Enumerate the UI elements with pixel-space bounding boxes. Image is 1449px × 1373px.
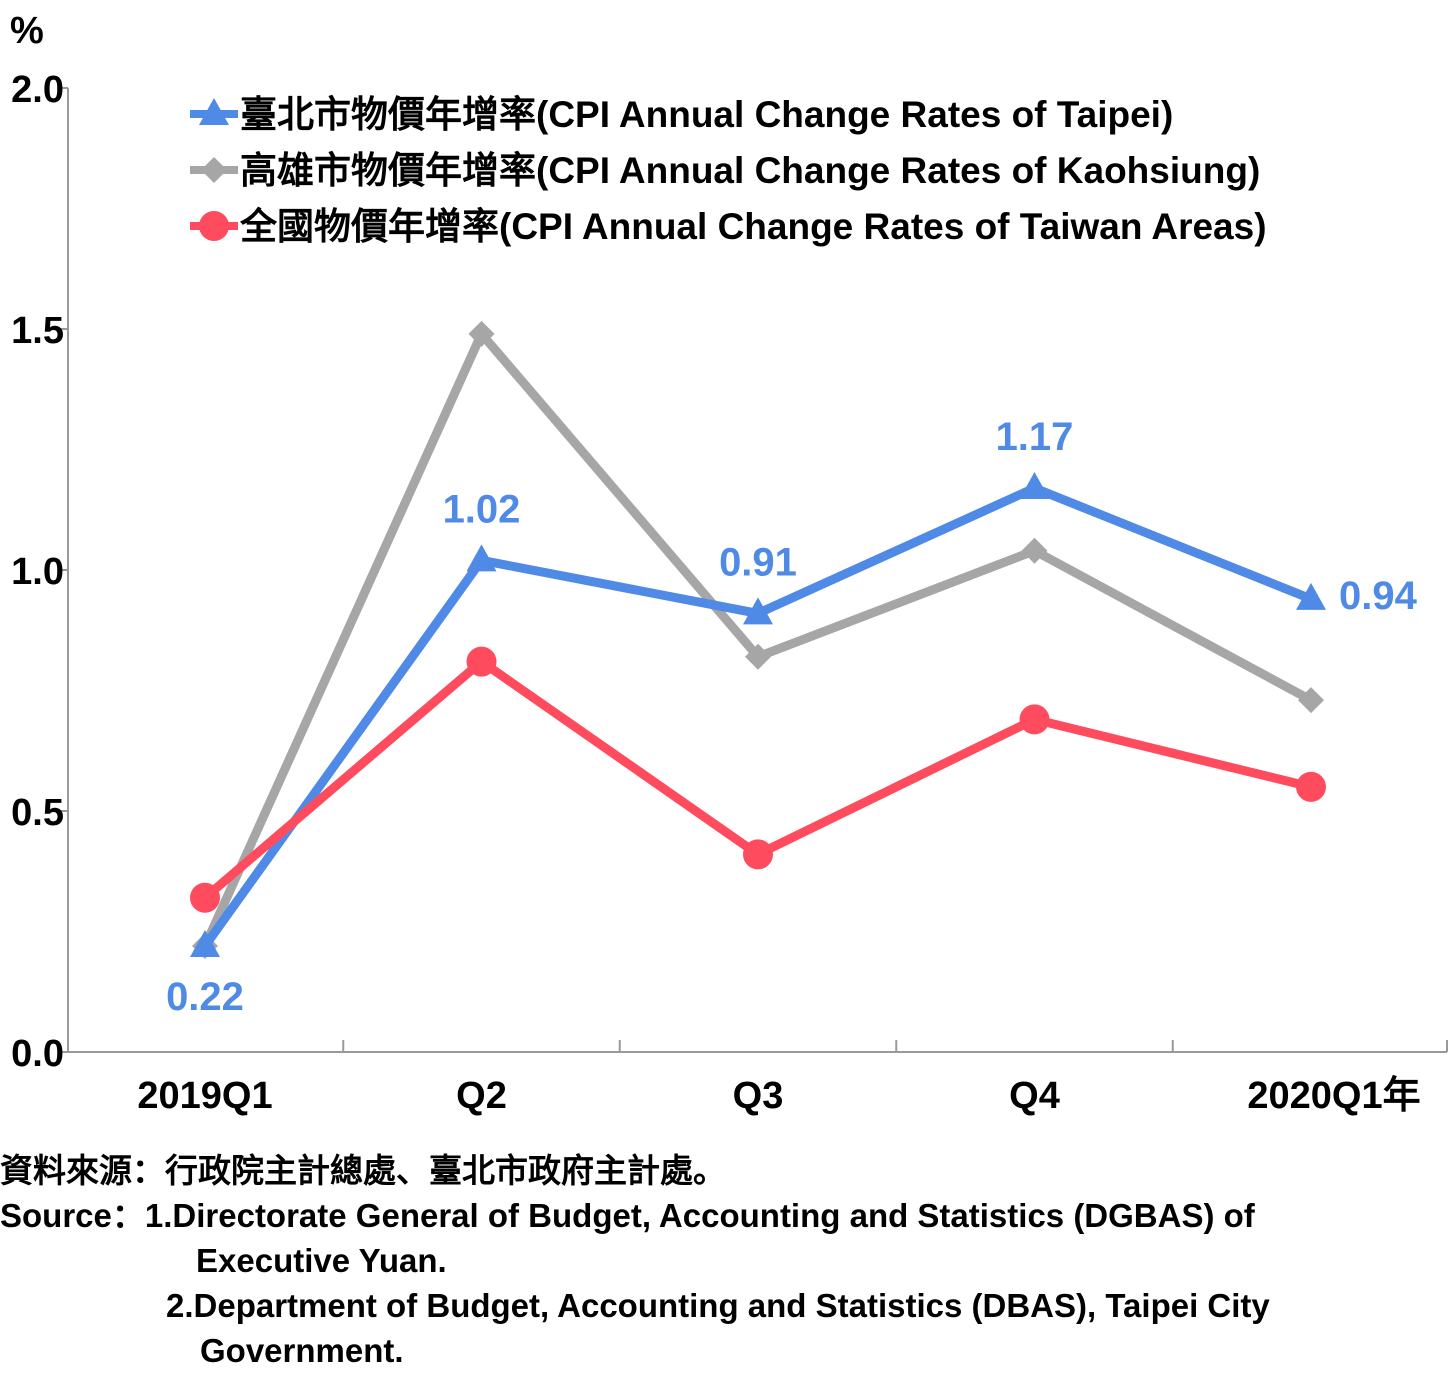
data-point [190, 882, 220, 913]
y-unit-label: % [10, 10, 44, 52]
source-item-1: 1.Directorate General of Budget, Account… [144, 1197, 1255, 1234]
legend-swatch-marker [199, 98, 229, 125]
legend-swatch-marker [199, 211, 229, 241]
source-label: Source： [0, 1197, 145, 1234]
series-kaohsiung [192, 320, 1324, 959]
y-tick-label: 0.0 [11, 1033, 64, 1075]
series-layer [190, 320, 1326, 959]
cpi-line-chart: % 0.0 0.5 1.0 1.5 2.0 2019Q1 Q2 Q3 Q4 2020Q1年 0.2… [10, 10, 1448, 1117]
x-tick-label: 2019Q1 [137, 1075, 272, 1117]
data-point [1296, 771, 1326, 802]
series-taiwan [190, 646, 1326, 913]
x-tick-label: Q3 [733, 1075, 784, 1117]
legend-label: 全國物價年增率(CPI Annual Change Rates of Taiwa… [239, 205, 1267, 247]
data-labels: 0.22 1.02 0.91 1.17 0.94 [166, 415, 1418, 1019]
data-point [466, 544, 497, 572]
data-point [745, 643, 771, 670]
axes: 0.0 0.5 1.0 1.5 2.0 2019Q1 Q2 Q3 Q4 2020Q1年 [11, 69, 1448, 1117]
data-point [1296, 582, 1326, 610]
y-tick-label: 1.5 [11, 310, 64, 352]
x-tick-label: 2020Q1年 [1247, 1075, 1420, 1117]
data-label: 1.02 [443, 487, 521, 531]
data-point [1021, 537, 1048, 564]
data-point [1019, 472, 1050, 500]
data-point [1298, 687, 1324, 714]
data-label: 0.91 [719, 540, 797, 584]
data-point [466, 646, 497, 677]
legend-swatch-marker [201, 157, 227, 183]
data-point [743, 839, 773, 870]
data-label: 1.17 [996, 415, 1074, 459]
data-point [190, 929, 220, 957]
x-tick-label: Q4 [1009, 1075, 1060, 1117]
legend: 臺北市物價年增率(CPI Annual Change Rates of Taip… [190, 93, 1267, 247]
data-label: 0.22 [166, 975, 244, 1019]
data-point [1019, 704, 1050, 735]
source-zh: 資料來源：行政院主計總處、臺北市政府主計處。 [0, 1152, 726, 1189]
series-taipei [190, 472, 1326, 957]
y-tick-label: 0.5 [11, 792, 64, 834]
y-tick-label: 1.0 [11, 551, 64, 593]
source-notes: 資料來源：行政院主計總處、臺北市政府主計處。 Source： 1.Directo… [0, 1148, 1449, 1373]
source-item-2-cont: Government. [200, 1332, 404, 1369]
source-item-2: 2.Department of Budget, Accounting and S… [166, 1287, 1270, 1324]
x-tick-label: Q2 [456, 1075, 507, 1117]
source-item-1-cont: Executive Yuan. [196, 1242, 447, 1279]
source-line-1: Source： 1.Directorate General of Budget,… [0, 1193, 1449, 1238]
y-tick-label: 2.0 [11, 69, 64, 111]
data-point [743, 597, 773, 625]
data-label: 0.94 [1339, 574, 1418, 618]
legend-label: 臺北市物價年增率(CPI Annual Change Rates of Taip… [240, 93, 1173, 135]
legend-label: 高雄市物價年增率(CPI Annual Change Rates of Kaoh… [240, 149, 1260, 191]
data-point [468, 320, 495, 347]
